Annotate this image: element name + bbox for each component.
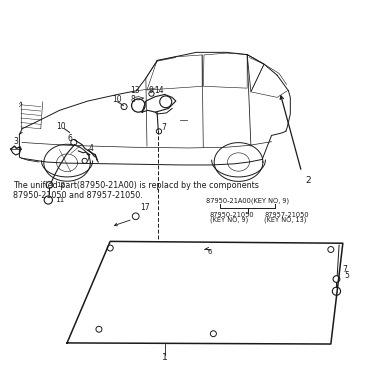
Text: 6: 6 [68, 134, 73, 143]
Text: 4: 4 [88, 144, 93, 153]
Text: 11: 11 [55, 197, 64, 203]
Text: 7: 7 [161, 123, 166, 132]
Text: 1: 1 [162, 353, 167, 362]
Text: 12: 12 [56, 182, 65, 188]
Text: (KEY NO, 13): (KEY NO, 13) [264, 217, 307, 223]
Text: (KEY NO, 9): (KEY NO, 9) [210, 217, 248, 223]
Text: The unified part(87950-21A00) is replacd by the components: The unified part(87950-21A00) is replacd… [12, 182, 259, 190]
Text: 13: 13 [130, 86, 139, 95]
Text: 10: 10 [112, 95, 122, 104]
Text: 6: 6 [208, 249, 212, 255]
Text: 17: 17 [140, 203, 150, 212]
Text: 87950-21A00(KEY NO, 9): 87950-21A00(KEY NO, 9) [206, 198, 289, 204]
Text: 87957-21050: 87957-21050 [264, 212, 309, 218]
Text: 8: 8 [130, 95, 135, 104]
Text: 3: 3 [13, 137, 18, 146]
Text: 2: 2 [305, 176, 311, 185]
Text: 14: 14 [154, 86, 164, 95]
Text: 10: 10 [56, 122, 65, 131]
Text: 7: 7 [85, 154, 90, 163]
Text: 9: 9 [148, 86, 153, 95]
Text: 5: 5 [344, 271, 349, 280]
Text: 87950-21050: 87950-21050 [210, 212, 254, 218]
Text: 87950-21050 and 87957-21050.: 87950-21050 and 87957-21050. [12, 191, 143, 200]
Text: 7: 7 [342, 265, 347, 274]
